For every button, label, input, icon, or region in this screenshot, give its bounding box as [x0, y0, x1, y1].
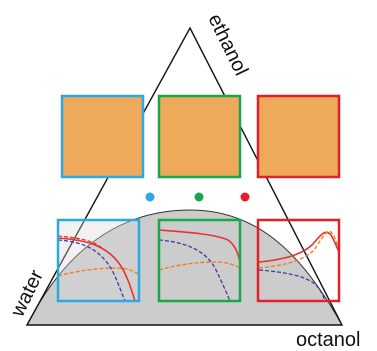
miscibility-region	[26, 209, 343, 326]
curve-red-solid	[57, 237, 136, 302]
texture-panel-green	[157, 94, 242, 179]
curve-navy-dashed	[158, 239, 231, 302]
dot-green	[194, 192, 204, 202]
curve-red-solid	[258, 231, 340, 263]
curve-red-dashed	[57, 235, 105, 251]
curve-red-solid	[158, 229, 241, 263]
octanol-label: octanol	[296, 329, 361, 351]
texture-panel-blue	[60, 94, 145, 179]
curve-panel-red	[256, 218, 341, 303]
curve-navy-dashed	[57, 239, 126, 302]
curve-orange-dashed	[57, 267, 139, 277]
curve-orange-dashed	[158, 261, 241, 271]
texture-panel-red	[256, 94, 341, 179]
curve-panel-blue	[56, 218, 141, 303]
curve-orange-dashed	[258, 230, 340, 269]
dot-blue	[145, 192, 155, 202]
dot-red	[240, 192, 250, 202]
curve-navy-dashed	[258, 269, 326, 302]
curve-panel-green	[157, 218, 242, 303]
